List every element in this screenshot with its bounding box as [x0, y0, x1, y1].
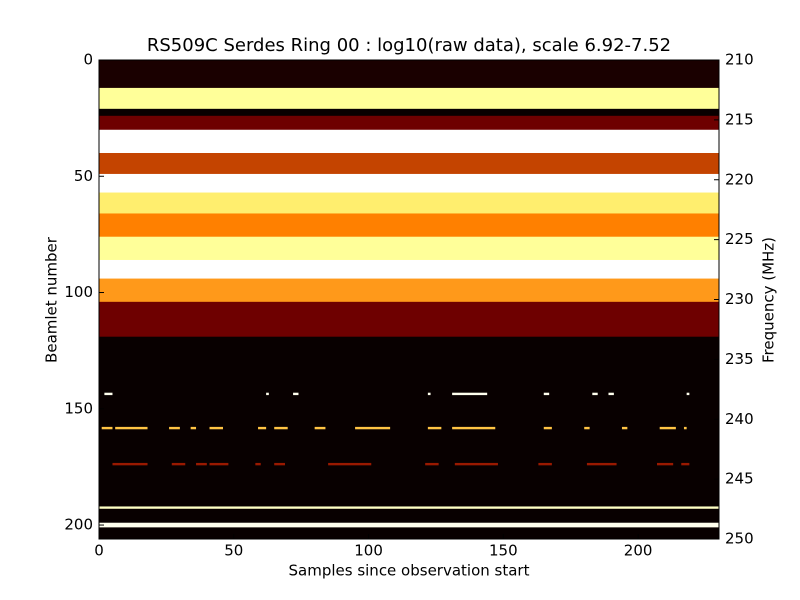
heatmap-streak — [255, 462, 261, 466]
y2-tick-label: 250 — [725, 530, 754, 548]
heatmap-band — [99, 506, 719, 510]
heatmap-band — [99, 259, 719, 279]
heatmap-streak — [584, 426, 590, 430]
heatmap-band — [99, 278, 719, 303]
heatmap-streak — [538, 462, 552, 466]
chart-title: RS509C Serdes Ring 00 : log10(raw data),… — [147, 35, 671, 56]
x-tick-label: 50 — [224, 542, 243, 560]
heatmap-streak — [293, 392, 299, 396]
heatmap-streak — [659, 426, 676, 430]
x-tick-label: 150 — [489, 542, 518, 560]
heatmap-streak — [112, 462, 148, 466]
y-tick-label: 50 — [74, 167, 93, 185]
heatmap-streak — [427, 392, 431, 396]
heatmap-streak — [586, 462, 617, 466]
y2-tick-label: 230 — [725, 290, 754, 308]
heatmap-streak — [452, 392, 488, 396]
heatmap-streak — [543, 426, 552, 430]
heatmap-streak — [171, 462, 186, 466]
heatmap-band — [99, 301, 719, 338]
heatmap-streak — [454, 462, 498, 466]
heatmap-band — [99, 192, 719, 214]
heatmap-streak — [452, 426, 496, 430]
heatmap-band — [99, 115, 719, 131]
y2-tick-label: 235 — [725, 350, 754, 368]
y2-axis-label: Frequency (MHz) — [760, 237, 778, 363]
y2-tick-label: 210 — [725, 51, 754, 69]
heatmap-streak — [104, 392, 113, 396]
heatmap-band — [99, 522, 719, 528]
y2-tick-label: 220 — [725, 170, 754, 188]
heatmap-streak — [258, 426, 267, 430]
y-tick-label: 150 — [64, 399, 93, 417]
heatmap-band — [99, 129, 719, 154]
x-tick-label: 100 — [354, 542, 383, 560]
heatmap-streak — [101, 426, 113, 430]
heatmap-streak — [657, 462, 674, 466]
heatmap-band — [99, 527, 719, 540]
heatmap-streak — [543, 392, 550, 396]
heatmap-band — [99, 508, 719, 524]
heatmap-streak — [274, 426, 288, 430]
y-axis-label: Beamlet number — [43, 236, 61, 363]
x-tick-label: 0 — [94, 542, 104, 560]
heatmap-streak — [266, 392, 269, 396]
y-tick-label: 0 — [83, 51, 93, 69]
heatmap-streak — [314, 426, 326, 430]
heatmap-streak — [115, 426, 148, 430]
x-tick-label: 200 — [624, 542, 653, 560]
y-tick-label: 100 — [64, 283, 93, 301]
heatmap-band — [99, 173, 719, 193]
heatmap-streak — [328, 462, 372, 466]
y2-tick-label: 245 — [725, 470, 754, 488]
y2-tick-label: 240 — [725, 410, 754, 428]
heatmap-band — [99, 336, 719, 507]
heatmap-streak — [190, 426, 197, 430]
heatmap-streak — [681, 462, 690, 466]
heatmap-streak — [209, 462, 229, 466]
heatmap-band — [99, 87, 719, 110]
heatmap-streak — [355, 426, 391, 430]
heatmap-streak — [686, 392, 690, 396]
heatmap-streak — [425, 462, 439, 466]
y2-tick-label: 225 — [725, 230, 754, 248]
heatmap-band — [99, 108, 719, 117]
heatmap-streak — [608, 392, 614, 396]
heatmap-streak — [169, 426, 180, 430]
heatmap-band — [99, 153, 719, 175]
heatmap-streak — [592, 392, 598, 396]
heatmap-streak — [427, 426, 442, 430]
y2-tick-label: 215 — [725, 110, 754, 128]
heatmap-streak — [683, 426, 687, 430]
heatmap-band — [99, 213, 719, 238]
heatmap-streak — [621, 426, 628, 430]
heatmap-band — [99, 236, 719, 261]
heatmap-streak — [196, 462, 207, 466]
x-axis-label: Samples since observation start — [289, 562, 530, 580]
heatmap-streak — [274, 462, 285, 466]
heatmap-band — [99, 60, 719, 89]
heatmap-streak — [209, 426, 223, 430]
y-tick-label: 200 — [64, 516, 93, 534]
